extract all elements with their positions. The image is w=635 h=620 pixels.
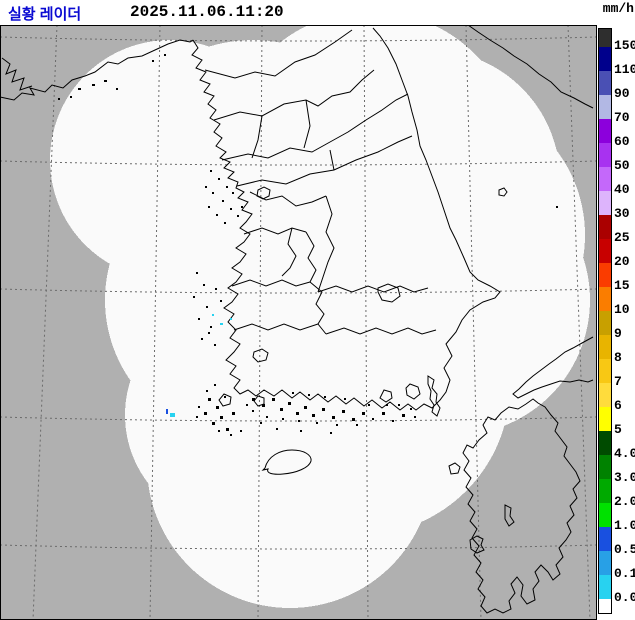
legend-tick-label: 8 (614, 350, 622, 365)
legend-segment (599, 47, 611, 71)
grid-lines (0, 25, 597, 620)
legend-tick-label: 10 (614, 302, 630, 317)
legend-tick-label: 2.0 (614, 494, 635, 509)
legend-segment (599, 119, 611, 143)
header-bar: 실황 레이더 2025.11.06.11:20 mm/h (0, 0, 635, 25)
legend-tick-label: 0.0 (614, 590, 635, 605)
kyushu-coast (462, 398, 581, 614)
legend-segment (599, 527, 611, 551)
legend-segment (599, 287, 611, 311)
legend-segment (599, 431, 611, 455)
legend-tick-label: 4.0 (614, 446, 635, 461)
legend-tick-label: 90 (614, 86, 630, 101)
northeast-coast (467, 25, 594, 109)
legend-segment (599, 359, 611, 383)
legend-tick-label: 6 (614, 398, 622, 413)
legend-segment (599, 191, 611, 215)
legend-tick-label: 60 (614, 134, 630, 149)
legend-tick-label: 70 (614, 110, 630, 125)
legend-segment (599, 335, 611, 359)
legend-segment (599, 551, 611, 575)
legend-segment (599, 215, 611, 239)
legend-tick-label: 0.5 (614, 542, 635, 557)
legend-tick-label: 15 (614, 278, 630, 293)
iki-island (448, 462, 461, 475)
legend-tick-label: 25 (614, 230, 630, 245)
legend-tick-label: 5 (614, 422, 622, 437)
legend-tick-label: 9 (614, 326, 622, 341)
legend-tick-labels: 150 110 90 70 60 50 40 30 25 20 15 10 9 8 7 6 5 4.0 3.0 2.0… (614, 0, 635, 620)
tsushima-island (427, 375, 441, 417)
koshikijima-island (469, 535, 485, 554)
legend-segment (599, 599, 611, 613)
legend-tick-label: 3.0 (614, 470, 635, 485)
legend-tick-label: 1.0 (614, 518, 635, 533)
jindo-island (218, 393, 232, 407)
legend-segment (599, 311, 611, 335)
jeju-island (261, 449, 312, 475)
legend-tick-label: 30 (614, 206, 630, 221)
legend-segment (599, 71, 611, 95)
legend-tick-label: 7 (614, 374, 622, 389)
geoje-island (405, 383, 421, 400)
namhae-island (379, 389, 393, 403)
legend-segment (599, 167, 611, 191)
legend-segment (599, 479, 611, 503)
legend-tick-label: 110 (614, 62, 635, 77)
legend-segment (599, 143, 611, 167)
precip-echo (230, 318, 232, 320)
legend-tick-label: 50 (614, 158, 630, 173)
amakusa-island (504, 504, 515, 527)
legend-segment (599, 95, 611, 119)
legend-segment (599, 575, 611, 599)
wando-island (253, 395, 265, 407)
legend-segment (599, 29, 611, 47)
province-boundaries (204, 29, 437, 363)
radar-map (0, 25, 597, 620)
china-coast (0, 39, 194, 101)
legend-segment (599, 263, 611, 287)
korea-coastline (191, 27, 501, 411)
precip-echo (220, 323, 223, 325)
honshu-coast (512, 336, 594, 399)
legend-segment (599, 455, 611, 479)
legend-tick-label: 20 (614, 254, 630, 269)
legend-segment (599, 383, 611, 407)
large-south-islands (218, 383, 421, 407)
coastlines (0, 25, 594, 614)
legend-tick-label: 0.1 (614, 566, 635, 581)
legend-segment (599, 407, 611, 431)
legend-segment (599, 239, 611, 263)
ulleungdo-island (498, 187, 508, 197)
precip-echo (166, 409, 168, 414)
precip-echo (170, 413, 175, 417)
precip-echoes (166, 314, 232, 417)
timestamp: 2025.11.06.11:20 (130, 3, 284, 21)
legend-tick-label: 150 (614, 38, 635, 53)
legend-color-bar (598, 28, 612, 614)
island-specks (58, 54, 558, 436)
page-title: 실황 레이더 (8, 6, 82, 23)
legend-segment (599, 503, 611, 527)
legend-tick-label: 40 (614, 182, 630, 197)
legend-unit-label: mm/h (602, 1, 634, 16)
precip-echo (212, 314, 214, 316)
liaodong-bays (1, 57, 33, 91)
